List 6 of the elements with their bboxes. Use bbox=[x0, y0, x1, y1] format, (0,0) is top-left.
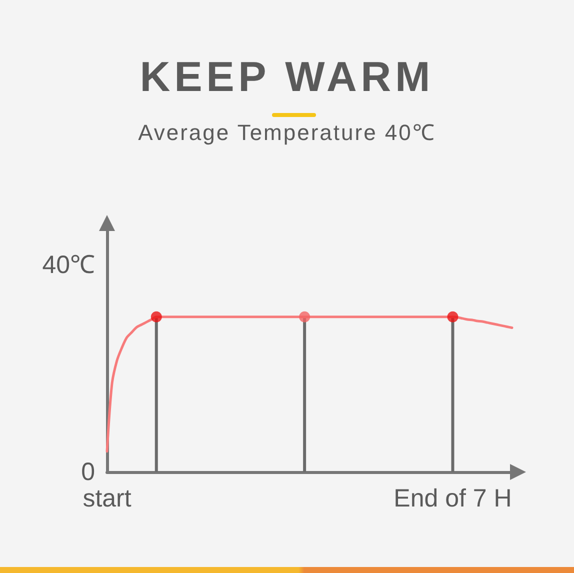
y-tick-label: 40℃ bbox=[42, 251, 95, 280]
chart-title: KEEP WARM bbox=[138, 53, 436, 100]
x-tick-label: start bbox=[82, 484, 132, 512]
x-tick-label: End of 7 H bbox=[394, 484, 512, 512]
y-tick-label: 0 bbox=[81, 458, 95, 486]
chart-subtitle: Average Temperature 40℃ bbox=[137, 120, 437, 145]
